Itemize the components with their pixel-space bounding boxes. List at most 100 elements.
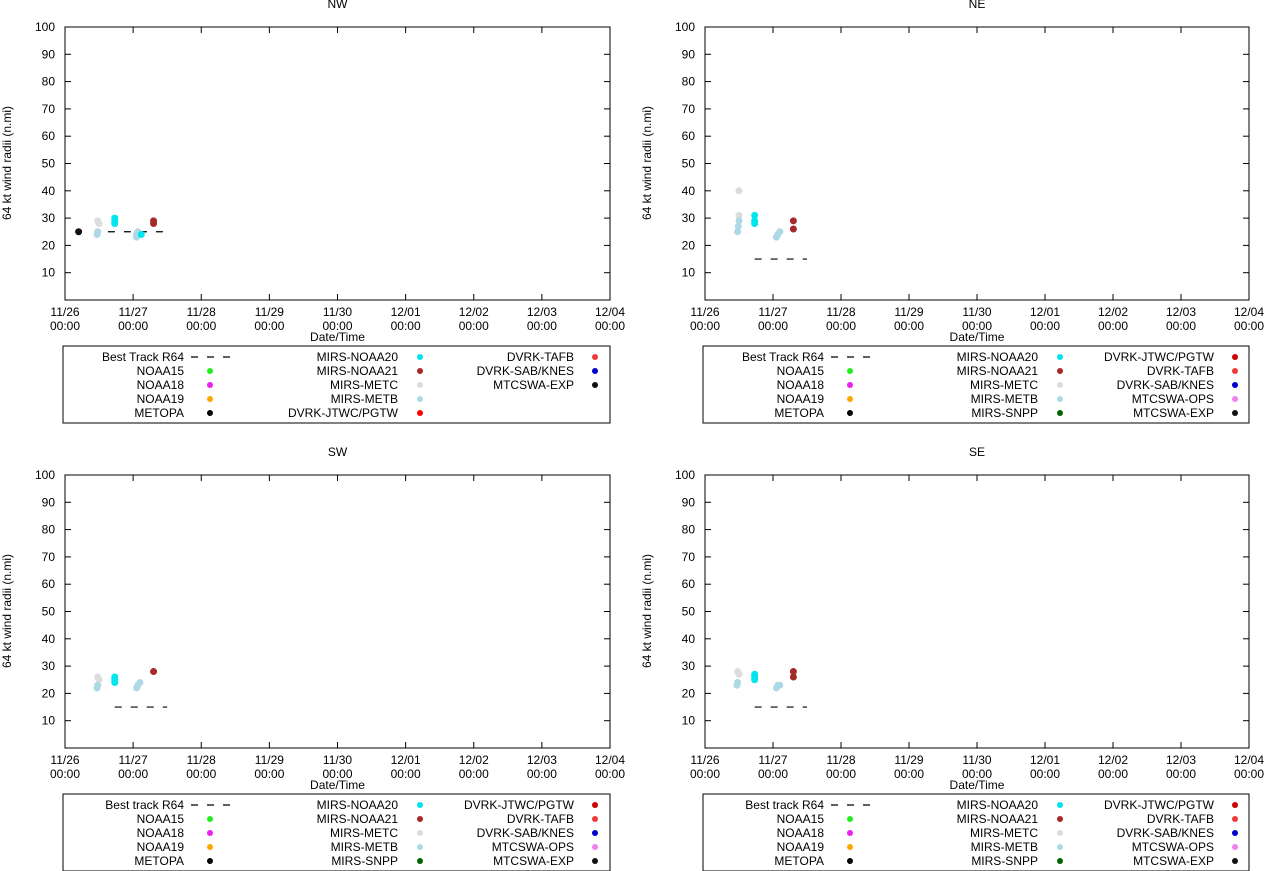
legend-label: NOAA19 xyxy=(137,392,185,406)
legend-dot-symbol xyxy=(1232,830,1238,836)
legend-dot-symbol xyxy=(417,410,423,416)
x-tick-label-date: 12/02 xyxy=(1098,753,1128,767)
legend-dot-symbol xyxy=(847,368,853,374)
x-tick-label-time: 00:00 xyxy=(826,767,856,781)
y-tick-label: 100 xyxy=(675,468,695,482)
y-tick-label: 40 xyxy=(682,632,696,646)
y-tick-label: 100 xyxy=(675,20,695,34)
x-tick-label-date: 12/03 xyxy=(527,305,557,319)
y-axis-label: 64 kt wind radii (n.mi) xyxy=(640,106,654,220)
legend-label: METOPA xyxy=(134,406,184,420)
data-point-mirs-metc xyxy=(735,670,743,678)
x-tick-label-date: 11/30 xyxy=(323,753,352,767)
legend-label: NOAA15 xyxy=(137,364,185,378)
legend-label: NOAA15 xyxy=(777,812,825,826)
y-tick-label: 80 xyxy=(42,75,56,89)
legend-dot-symbol xyxy=(1232,368,1238,374)
legend-dot-symbol xyxy=(1232,802,1238,808)
data-point-mirs-noaa21 xyxy=(150,668,158,676)
y-tick-label: 40 xyxy=(42,632,56,646)
y-tick-label: 50 xyxy=(682,605,696,619)
data-point-mirs-noaa20 xyxy=(751,217,759,225)
y-tick-label: 10 xyxy=(682,714,696,728)
legend-label: METOPA xyxy=(774,854,824,868)
x-tick-label-time: 00:00 xyxy=(391,319,421,333)
legend-label: NOAA19 xyxy=(137,840,185,854)
x-tick-label-date: 11/27 xyxy=(758,305,787,319)
x-tick-label-time: 00:00 xyxy=(758,767,788,781)
y-tick-label: 50 xyxy=(42,157,56,171)
data-point-mirs-noaa21 xyxy=(789,673,797,681)
legend-label: MIRS-NOAA21 xyxy=(957,812,1039,826)
data-point-mirs-metb xyxy=(136,678,144,686)
legend-dot-symbol xyxy=(1232,858,1238,864)
legend-dot-symbol xyxy=(592,816,598,822)
legend-dot-symbol xyxy=(417,830,423,836)
data-point-mirs-metb xyxy=(734,222,742,230)
legend-frame xyxy=(62,793,611,871)
x-tick-label-date: 11/28 xyxy=(826,753,855,767)
x-tick-label-time: 00:00 xyxy=(1234,319,1264,333)
legend-dot-symbol xyxy=(417,382,423,388)
panel-ne: NE10203040506070809010011/2600:0011/2700… xyxy=(640,0,1264,424)
x-tick-label-time: 00:00 xyxy=(962,319,992,333)
x-tick-label-date: 12/02 xyxy=(459,753,489,767)
x-tick-label-time: 00:00 xyxy=(186,767,216,781)
legend-label: DVRK-TAFB xyxy=(1147,812,1214,826)
x-tick-label-time: 00:00 xyxy=(595,319,625,333)
legend-dot-symbol xyxy=(417,354,423,360)
y-tick-label: 30 xyxy=(682,659,696,673)
legend-label: MTCSWA-EXP xyxy=(1133,854,1214,868)
y-tick-label: 90 xyxy=(682,47,696,61)
legend-dot-symbol xyxy=(417,844,423,850)
y-tick-label: 10 xyxy=(42,714,56,728)
x-tick-label-date: 11/28 xyxy=(187,753,216,767)
legend-label: NOAA15 xyxy=(137,812,185,826)
legend-dot-symbol xyxy=(1232,396,1238,402)
x-tick-label-time: 00:00 xyxy=(1030,767,1060,781)
legend-label: MIRS-SNPP xyxy=(331,854,398,868)
legend-label: MIRS-NOAA20 xyxy=(957,350,1039,364)
x-tick-label-date: 11/29 xyxy=(255,305,284,319)
legend-dot-symbol xyxy=(1057,844,1063,850)
y-tick-label: 20 xyxy=(682,238,696,252)
legend-label: DVRK-SAB/KNES xyxy=(1117,378,1214,392)
y-tick-label: 30 xyxy=(42,659,56,673)
x-tick-label-date: 12/04 xyxy=(1234,305,1264,319)
x-tick-label-date: 11/30 xyxy=(962,305,991,319)
legend-label: DVRK-JTWC/PGTW xyxy=(288,406,399,420)
legend-label: NOAA18 xyxy=(137,378,185,392)
x-tick-label-time: 00:00 xyxy=(527,319,557,333)
x-tick-label-date: 12/03 xyxy=(527,753,557,767)
legend-dot-symbol xyxy=(207,382,213,388)
y-tick-label: 100 xyxy=(35,468,55,482)
x-tick-label-date: 11/26 xyxy=(50,753,79,767)
x-tick-label-date: 11/29 xyxy=(894,305,923,319)
legend-dot-symbol xyxy=(592,354,598,360)
y-tick-label: 80 xyxy=(42,523,56,537)
y-tick-label: 60 xyxy=(682,577,696,591)
x-tick-label-date: 12/01 xyxy=(391,753,421,767)
x-axis-label: Date/Time xyxy=(950,330,1005,344)
plot-frame xyxy=(704,26,1250,301)
x-tick-label-date: 12/04 xyxy=(595,305,625,319)
legend-label: Best track R64 xyxy=(745,798,824,812)
plot-frame xyxy=(64,26,611,301)
legend-dot-symbol xyxy=(1057,410,1063,416)
data-point-mirs-metb xyxy=(735,217,743,225)
legend-label: METOPA xyxy=(774,406,824,420)
legend-label: MTCSWA-OPS xyxy=(1132,392,1214,406)
legend-dot-symbol xyxy=(207,844,213,850)
x-tick-label-date: 11/26 xyxy=(50,305,79,319)
y-tick-label: 70 xyxy=(682,550,696,564)
legend-label: DVRK-SAB/KNES xyxy=(1117,826,1214,840)
x-tick-label-time: 00:00 xyxy=(391,767,421,781)
legend-label: MTCSWA-EXP xyxy=(493,378,574,392)
legend-label: MIRS-METC xyxy=(970,826,1038,840)
x-tick-label-time: 00:00 xyxy=(690,767,720,781)
legend-label: DVRK-SAB/KNES xyxy=(477,364,574,378)
x-tick-label-time: 00:00 xyxy=(894,319,924,333)
data-point-mirs-noaa21 xyxy=(789,225,797,233)
